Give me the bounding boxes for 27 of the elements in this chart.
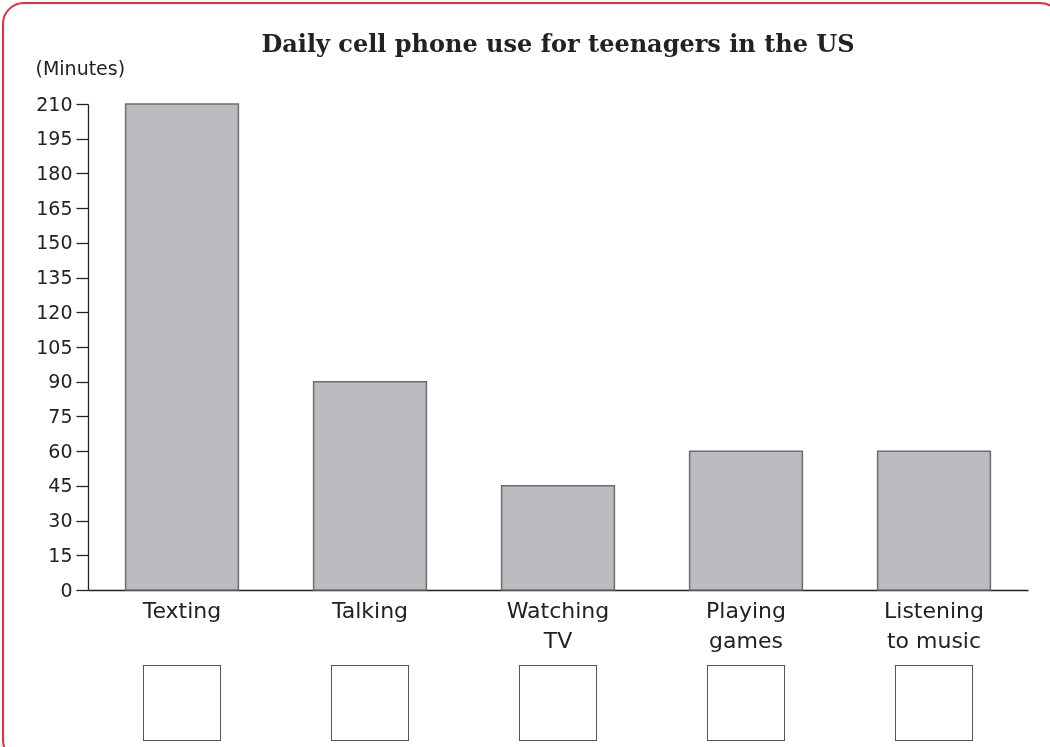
y-tick-label: 210 xyxy=(36,92,73,115)
y-axis-title: (Minutes) xyxy=(35,56,126,79)
y-tick-label: 135 xyxy=(36,266,73,289)
bar xyxy=(876,450,992,591)
y-tick-label: 120 xyxy=(36,300,73,323)
x-tick-label: Playing games xyxy=(706,597,786,653)
y-tick-label: 15 xyxy=(48,543,73,566)
x-tick-label: Talking xyxy=(330,597,409,623)
y-tick-label: 105 xyxy=(36,335,73,358)
y-tick-label: 45 xyxy=(48,474,73,497)
y-tick-label: 60 xyxy=(48,439,73,462)
bar xyxy=(124,103,240,591)
y-tick-label: 90 xyxy=(48,370,73,393)
x-tick-label: Watching TV xyxy=(506,597,610,653)
bar xyxy=(688,450,804,591)
x-tick-label: Listening to music xyxy=(884,597,984,653)
bar xyxy=(500,485,616,591)
y-tick-label: 30 xyxy=(48,509,73,532)
y-tick-label: 0 xyxy=(60,578,73,601)
y-tick-label: 180 xyxy=(36,161,73,184)
y-tick-label: 75 xyxy=(48,404,73,427)
y-tick-label: 195 xyxy=(36,127,73,150)
y-tick-label: 165 xyxy=(36,196,73,219)
chart-title: Daily cell phone use for teenagers in the US xyxy=(261,29,855,58)
bar xyxy=(312,380,428,591)
x-tick-label: Texting xyxy=(141,597,222,623)
y-tick-label: 150 xyxy=(36,231,73,254)
